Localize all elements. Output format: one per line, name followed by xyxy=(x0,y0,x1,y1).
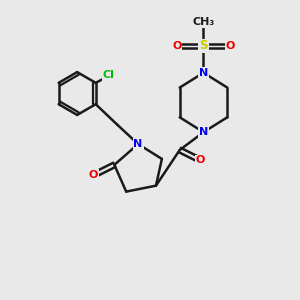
Text: O: O xyxy=(196,155,205,165)
Text: S: S xyxy=(199,40,208,52)
Text: O: O xyxy=(226,41,235,51)
Text: CH₃: CH₃ xyxy=(192,17,214,27)
Text: N: N xyxy=(199,127,208,137)
Text: O: O xyxy=(172,41,182,51)
Text: N: N xyxy=(199,68,208,78)
Text: N: N xyxy=(134,139,143,149)
Text: Cl: Cl xyxy=(103,70,115,80)
Text: O: O xyxy=(89,170,98,180)
